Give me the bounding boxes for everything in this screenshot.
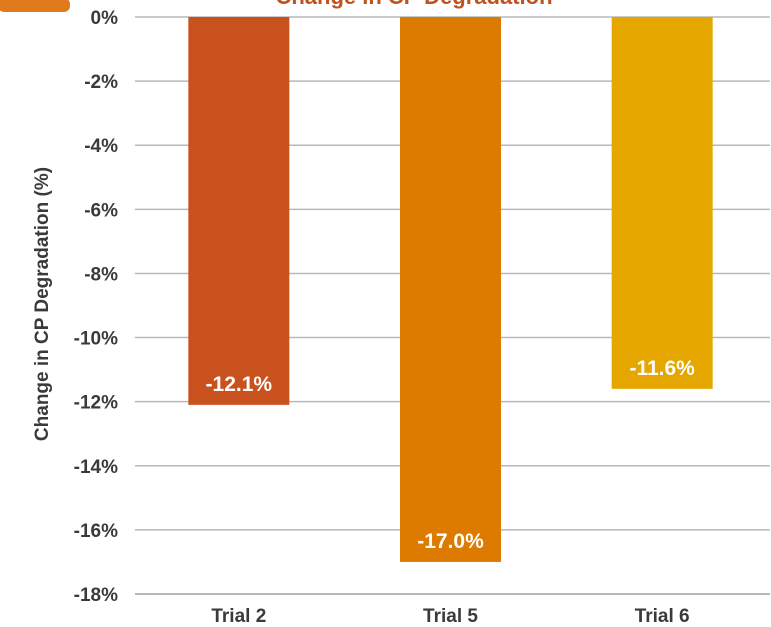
y-tick-label: -8% — [84, 264, 118, 285]
chart-title: Change in CP Degradation — [275, 0, 552, 9]
y-axis-label: Change in CP Degradation (%) — [32, 167, 53, 441]
bar — [611, 17, 713, 389]
x-tick-label: Trial 2 — [211, 606, 266, 627]
y-tick-label: -16% — [74, 521, 118, 542]
y-tick-label: -10% — [74, 329, 118, 350]
y-tick-label: 0% — [91, 8, 119, 29]
y-tick-label: -2% — [84, 72, 118, 93]
data-labels: -12.1% -17.0% -11.6% — [206, 357, 696, 553]
x-tick-label: Trial 6 — [635, 606, 690, 627]
title-tab — [0, 0, 70, 12]
bars — [188, 17, 713, 562]
y-tick-label: -18% — [74, 585, 118, 606]
x-tick-label: Trial 5 — [423, 606, 478, 627]
data-label: -11.6% — [629, 357, 695, 380]
x-axis-ticks: Trial 2 Trial 5 Trial 6 — [211, 606, 689, 627]
y-tick-label: -4% — [84, 136, 118, 157]
data-label: -12.1% — [206, 373, 273, 396]
y-tick-label: -6% — [84, 200, 118, 221]
y-tick-label: -12% — [74, 393, 118, 414]
bar — [400, 17, 501, 562]
y-tick-label: -14% — [74, 457, 118, 478]
y-axis-ticks: 0% -2% -4% -6% -8% -10% -12% -14% -16% -18% — [74, 8, 118, 606]
bar — [188, 17, 290, 405]
data-label: -17.0% — [417, 530, 484, 553]
